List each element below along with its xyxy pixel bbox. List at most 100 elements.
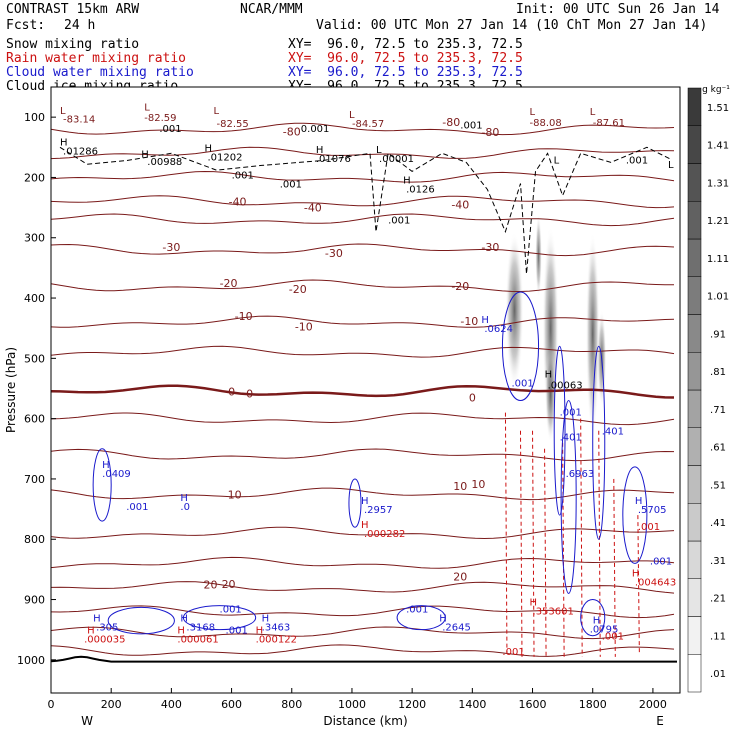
snow-contour (59, 146, 672, 274)
extrema-label-28: .0126 (406, 184, 435, 195)
plot-frame (50, 86, 681, 694)
extrema-label-10: L (590, 107, 596, 118)
extrema-label-14: .001 (159, 124, 181, 135)
rain-contour-6 (598, 430, 601, 657)
extrema-label-16: .001 (460, 120, 482, 131)
extrema-label-68: H (177, 626, 185, 637)
isotherm-label-12: -10 (235, 310, 253, 323)
extrema-label-23: H (316, 145, 324, 156)
isotherm-label-0: -80 (442, 116, 460, 129)
x-tick-label-7: 1400 (458, 698, 486, 711)
rain-contour-7 (613, 478, 616, 657)
legend-snow-label: Snow mixing ratio (6, 37, 140, 52)
isotherm-label-4: -40 (304, 202, 322, 215)
isotherm-label-13: -10 (295, 320, 313, 333)
colorbar-unit: g kg⁻¹ (702, 85, 730, 95)
isotherm-label-14: -10 (460, 315, 478, 328)
isotherm-label-15: 0 (228, 386, 235, 399)
extrema-label-41: .401 (602, 427, 624, 438)
isotherm-label-5: -40 (451, 199, 469, 212)
isotherm-label-17: 0 (469, 392, 476, 405)
colorbar-label-6: .61 (710, 443, 726, 454)
extrema-label-45: H (180, 493, 188, 504)
extrema-label-79: .001 (502, 647, 524, 658)
x-axis-label: Distance (km) (323, 714, 407, 728)
cloud-contour-3 (560, 400, 577, 595)
extrema-label-57: H (530, 597, 538, 608)
isotherm-line-9 (50, 384, 675, 399)
cloud-contour-4 (592, 345, 606, 540)
extrema-label-43: .0409 (102, 469, 131, 480)
isotherm-line-15 (50, 581, 675, 594)
extrema-label-56: .004643 (635, 577, 676, 588)
extrema-label-9: -88.08 (530, 118, 562, 129)
extrema-label-5: -82.55 (217, 119, 249, 130)
extrema-label-1: -83.14 (63, 114, 95, 125)
colorbar-label-7: .71 (710, 405, 726, 416)
rain-contour-1 (519, 430, 523, 657)
extrema-label-19: H (141, 149, 149, 160)
cloud-contour-5 (501, 291, 540, 402)
extrema-label-3: -82.59 (144, 113, 176, 124)
y-tick-label-0: 100 (24, 111, 45, 124)
isotherm-label-9: -20 (220, 277, 238, 290)
colorbar-swatch-10 (687, 276, 702, 315)
isotherm-line-3 (50, 195, 675, 209)
extrema-label-76: .001 (406, 605, 428, 616)
legend-rain-xy: XY= 96.0, 72.5 to 235.3, 72.5 (288, 51, 523, 66)
rain-contour-4 (562, 442, 565, 657)
legend-cloud-water-xy: XY= 96.0, 72.5 to 235.3, 72.5 (288, 65, 523, 80)
colorbar-label-0: .01 (710, 669, 726, 680)
extrema-label-18: .01286 (63, 146, 98, 157)
extrema-label-58: .353601 (533, 606, 574, 617)
x-tick-label-8: 1600 (519, 698, 547, 711)
rain-contour-0 (504, 412, 508, 654)
x-tick-label-9: 1800 (579, 698, 607, 711)
rain-contour-5 (580, 418, 583, 657)
extrema-label-54: .001 (650, 556, 672, 567)
extrema-label-71: .001 (226, 626, 248, 637)
rain-contour-8 (637, 515, 640, 654)
cloud-contour-7 (107, 606, 175, 635)
colorbar-swatch-3 (687, 540, 702, 579)
extrema-label-66: H (180, 614, 188, 625)
isotherm-label-2: -80 (283, 126, 301, 139)
x-tick-label-6: 1200 (398, 698, 426, 711)
isotherm-label-16: 0 (246, 387, 253, 400)
colorbar-label-9: .91 (710, 329, 726, 340)
isotherm-label-18: 10 (228, 489, 242, 502)
x-axis-west-label: W (81, 714, 93, 728)
extrema-label-38: .001 (560, 407, 582, 418)
isotherm-line-7 (50, 315, 675, 328)
model-title: CONTRAST 15km ARW (6, 2, 140, 17)
org-title: NCAR/MMM (240, 2, 303, 17)
extrema-label-0: L (60, 106, 66, 117)
extrema-label-2: L (144, 102, 150, 113)
cloud-contour-6 (622, 466, 648, 564)
extrema-label-50: .000282 (364, 529, 405, 540)
shaded-plume-0 (505, 231, 524, 389)
extrema-label-44: .001 (126, 502, 148, 513)
extrema-label-8: L (530, 107, 536, 118)
colorbar-label-14: 1.41 (707, 141, 729, 152)
isotherm-label-20: 10 (471, 478, 485, 491)
extrema-label-48: .2957 (364, 505, 393, 516)
shaded-plume-3 (545, 346, 557, 443)
extrema-label-6: L (349, 110, 355, 121)
extrema-label-25: L (376, 145, 382, 156)
extrema-label-67: .3168 (186, 623, 215, 634)
colorbar-swatch-6 (687, 427, 702, 466)
extrema-label-64: H (87, 626, 95, 637)
cloud-contour-8 (182, 605, 257, 631)
colorbar-swatch-9 (687, 314, 702, 353)
colorbar-swatch-4 (687, 503, 702, 542)
isotherm-line-12 (50, 487, 675, 501)
isotherm-line-8 (50, 345, 675, 358)
cloud-contour-1 (348, 478, 362, 528)
isotherm-label-19: 10 (453, 480, 467, 493)
extrema-label-73: .3463 (262, 623, 291, 634)
extrema-label-13: L (668, 160, 674, 171)
colorbar-label-8: .81 (710, 367, 726, 378)
y-tick-label-5: 600 (24, 413, 45, 426)
extrema-label-22: .01202 (207, 152, 242, 163)
